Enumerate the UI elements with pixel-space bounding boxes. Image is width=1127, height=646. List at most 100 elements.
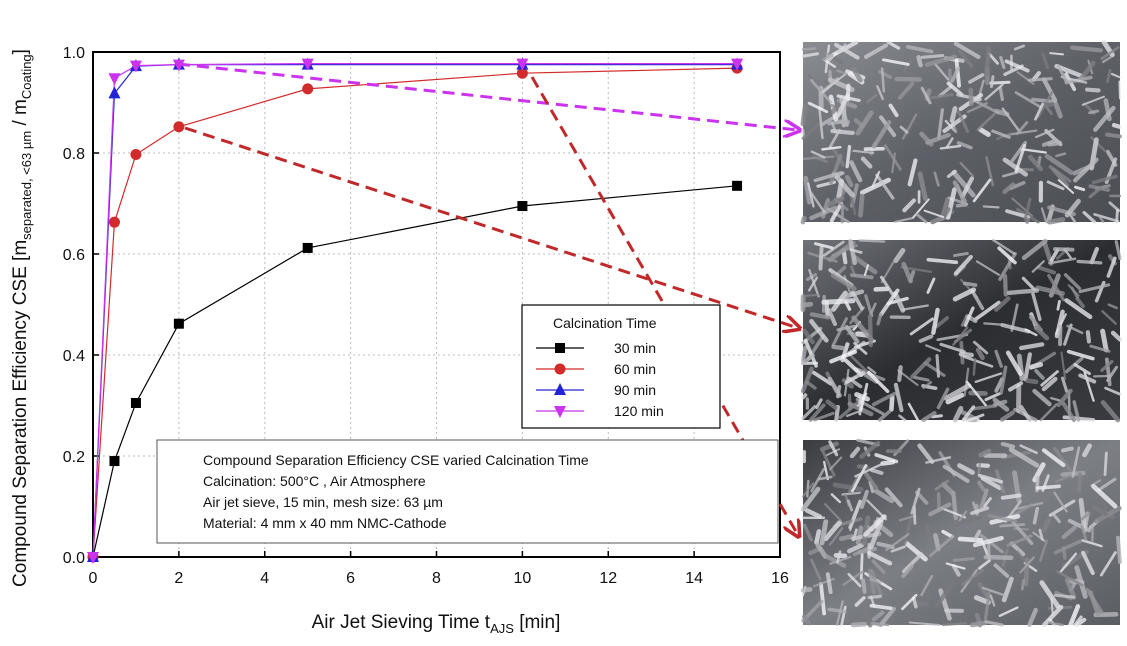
x-tick-label: 0 — [89, 570, 98, 587]
marker — [174, 319, 184, 329]
y-label-mid: / m — [10, 99, 31, 131]
photo-texture — [972, 623, 984, 625]
photo-texture — [1022, 580, 1023, 589]
y-label-text: Compound Separation Efficiency CSE [m — [10, 240, 31, 587]
photo-texture — [984, 323, 1004, 325]
photo-texture — [987, 48, 989, 74]
photo-texture — [935, 535, 938, 548]
photo-texture — [954, 559, 973, 561]
y-axis-label: Compound Separation Efficiency CSE [msep… — [10, 49, 34, 587]
photo-texture — [882, 69, 884, 91]
arrow — [178, 64, 798, 130]
photo-texture — [916, 603, 926, 604]
photo-texture — [872, 623, 881, 625]
photo-texture — [803, 348, 805, 360]
photo-texture — [1003, 444, 1013, 447]
photo-texture — [1090, 111, 1098, 113]
photo-texture — [943, 623, 966, 625]
y-tick-label: 1.0 — [63, 45, 85, 62]
photo-texture — [804, 295, 818, 296]
photo-texture — [979, 464, 980, 474]
photo-texture — [1081, 500, 1084, 526]
x-tick-label: 6 — [346, 570, 355, 587]
photo-texture — [1032, 365, 1041, 367]
arrow — [185, 128, 798, 328]
x-tick-label: 14 — [685, 570, 703, 587]
x-label-text: Air Jet Sieving Time t — [312, 612, 491, 633]
photo-texture — [952, 108, 955, 120]
annotation-line: Material: 4 mm x 40 mm NMC-Cathode — [203, 515, 447, 531]
legend-title: Calcination Time — [553, 315, 657, 331]
y-tick-label: 0.8 — [63, 146, 85, 163]
photo-texture — [853, 624, 865, 625]
legend-label: 30 min — [614, 340, 656, 356]
photo-texture — [1029, 79, 1051, 80]
legend-marker — [555, 364, 566, 375]
photo-texture — [860, 196, 862, 215]
photo-texture — [1118, 538, 1120, 562]
annotation-line: Air jet sieve, 15 min, mesh size: 63 µm — [203, 494, 443, 510]
photo-texture — [1119, 82, 1120, 99]
photo-texture — [1055, 249, 1073, 250]
photo-texture — [1079, 474, 1080, 491]
photo-texture — [991, 77, 993, 87]
photo-texture — [1001, 524, 1024, 526]
photo-texture — [861, 554, 862, 578]
x-tick-label: 16 — [771, 570, 789, 587]
photo-texture — [1038, 486, 1060, 488]
photo-texture — [1064, 548, 1065, 558]
photo-texture — [816, 531, 818, 542]
photo-texture — [974, 359, 975, 374]
photo-texture — [876, 289, 887, 290]
photo-texture — [1027, 220, 1028, 222]
photo-texture — [1078, 261, 1101, 262]
y-label-end: ] — [10, 49, 31, 54]
x-tick-label: 12 — [599, 570, 617, 587]
photo-texture — [828, 574, 831, 592]
photo-texture — [1058, 301, 1060, 309]
marker — [732, 181, 742, 191]
photo-texture — [803, 107, 805, 124]
photo-texture — [858, 528, 861, 543]
marker — [109, 456, 119, 466]
x-label-end: [min] — [514, 612, 560, 633]
photo-texture — [1103, 331, 1107, 350]
photo-texture — [863, 580, 864, 591]
photo-texture — [803, 589, 810, 590]
annotation-line: Calcination: 500°C , Air Atmosphere — [203, 473, 426, 489]
photo-texture — [1055, 595, 1073, 597]
y-tick-label: 0.0 — [63, 550, 85, 567]
photo-texture — [1043, 104, 1052, 106]
photo-texture — [899, 367, 900, 380]
legend-label: 60 min — [614, 361, 656, 377]
photo-texture — [960, 539, 981, 540]
photo-texture — [954, 253, 967, 255]
x-tick-label: 8 — [432, 570, 441, 587]
photo-texture — [995, 402, 1005, 405]
x-label-sub: AJS — [490, 621, 514, 636]
photo-texture — [883, 462, 893, 463]
photo-texture — [1005, 276, 1006, 295]
photo-texture — [847, 147, 849, 167]
photo-texture — [1117, 210, 1118, 222]
photo-texture — [897, 79, 920, 80]
photo-texture — [1105, 453, 1106, 475]
photo-texture — [1009, 291, 1037, 293]
marker — [130, 149, 141, 160]
photo-texture — [1028, 381, 1037, 382]
photo-texture — [1114, 125, 1120, 127]
photo-texture — [803, 48, 815, 49]
photo-texture — [928, 527, 931, 541]
photo-texture — [832, 131, 852, 133]
photo-texture — [919, 57, 921, 65]
photo-texture — [829, 609, 844, 611]
photo-texture — [937, 356, 938, 376]
photo-texture — [958, 205, 966, 206]
photo-texture — [803, 304, 811, 305]
photos — [803, 42, 1120, 625]
photo-texture — [971, 90, 972, 104]
photo-texture — [841, 536, 852, 538]
annotation: Compound Separation Efficiency CSE varie… — [157, 440, 778, 543]
photo-texture — [860, 240, 884, 241]
